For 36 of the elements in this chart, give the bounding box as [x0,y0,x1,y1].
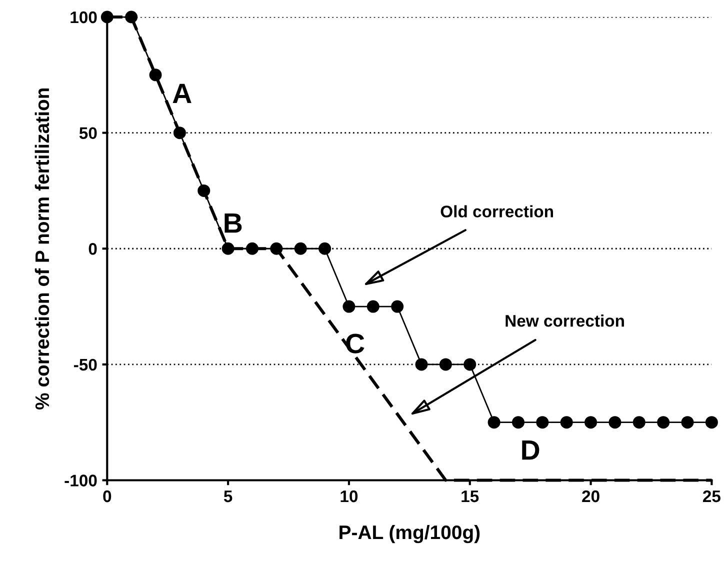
x-tick-label: 5 [224,490,232,502]
point [657,416,670,429]
point [560,416,573,429]
annotation: New correction [506,314,624,327]
x-tick-label: 25 [703,490,720,502]
x-tick-label: 20 [582,490,600,502]
point [705,416,718,429]
point [584,416,598,429]
x-axis-title: P-AL (mg/100g) [340,524,480,544]
point [608,416,622,429]
point [632,416,646,429]
point [488,416,500,429]
annotation: D [522,440,540,460]
point [415,358,428,371]
point [391,300,404,313]
point [464,358,476,371]
point [512,416,524,429]
y-tick-label: 100 [70,11,97,24]
point [536,416,549,429]
y-tick-label: -100 [64,474,97,486]
point [366,300,380,313]
annotation: Old correction [440,205,554,218]
y-axis-title: % correction of P norm fertilization [34,88,50,410]
x-tick-label: 0 [103,490,112,502]
point [439,358,452,371]
point [342,300,356,313]
annotation: A [172,84,192,103]
y-tick-label: 50 [79,127,97,140]
annotation: B [224,214,242,233]
point [318,242,332,255]
x-tick-label: 10 [340,490,358,502]
x-tick-label: 15 [462,490,479,502]
point [681,416,694,429]
y-tick-label: 0 [88,243,97,255]
point [294,242,307,255]
y-tick-label: -50 [74,358,97,371]
